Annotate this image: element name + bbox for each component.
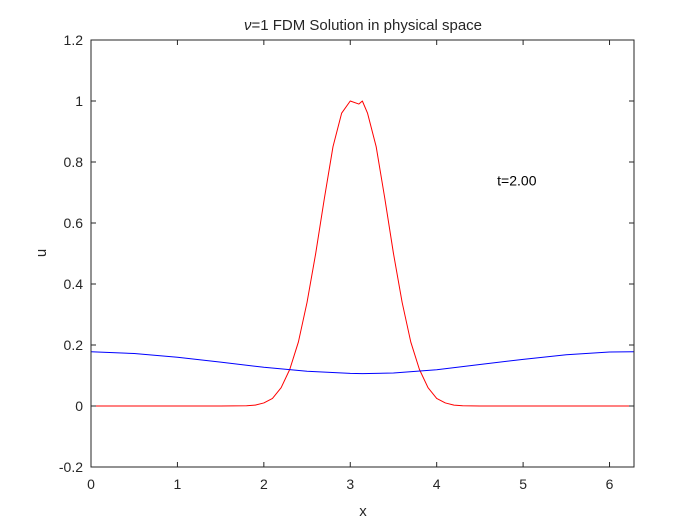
y-tick-label: -0.2 bbox=[59, 459, 83, 475]
y-axis-label: u bbox=[33, 249, 50, 257]
y-tick-label: 1.2 bbox=[64, 32, 84, 48]
y-tick-label: 0.2 bbox=[64, 337, 84, 353]
series-line-1 bbox=[90, 351, 635, 375]
y-tick-label: 0.4 bbox=[64, 276, 84, 292]
series-line-0 bbox=[91, 100, 634, 407]
y-tick-label: 0.6 bbox=[64, 215, 84, 231]
y-tick-label: 0.8 bbox=[64, 154, 84, 170]
x-tick-label: 6 bbox=[606, 476, 614, 492]
y-tick-label: 0 bbox=[75, 398, 83, 414]
time-annotation: t=2.00 bbox=[497, 172, 537, 188]
x-tick-label: 0 bbox=[87, 476, 95, 492]
x-tick-label: 5 bbox=[519, 476, 527, 492]
chart-title-symbol: ν bbox=[244, 17, 252, 34]
x-tick-label: 1 bbox=[174, 476, 182, 492]
chart-title: ν=1 FDM Solution in physical space bbox=[244, 17, 482, 34]
y-tick-label: 1 bbox=[75, 93, 83, 109]
x-tick-label: 3 bbox=[346, 476, 354, 492]
x-tick-label: 2 bbox=[260, 476, 268, 492]
plot-area: 0 1 2 3 4 5 6-0.200.20.40.60.811.2 bbox=[59, 32, 635, 492]
axes-box bbox=[90, 39, 635, 468]
x-axis-label: x bbox=[359, 503, 367, 520]
chart-title-text: =1 FDM Solution in physical space bbox=[251, 17, 482, 34]
x-tick-label: 4 bbox=[433, 476, 441, 492]
